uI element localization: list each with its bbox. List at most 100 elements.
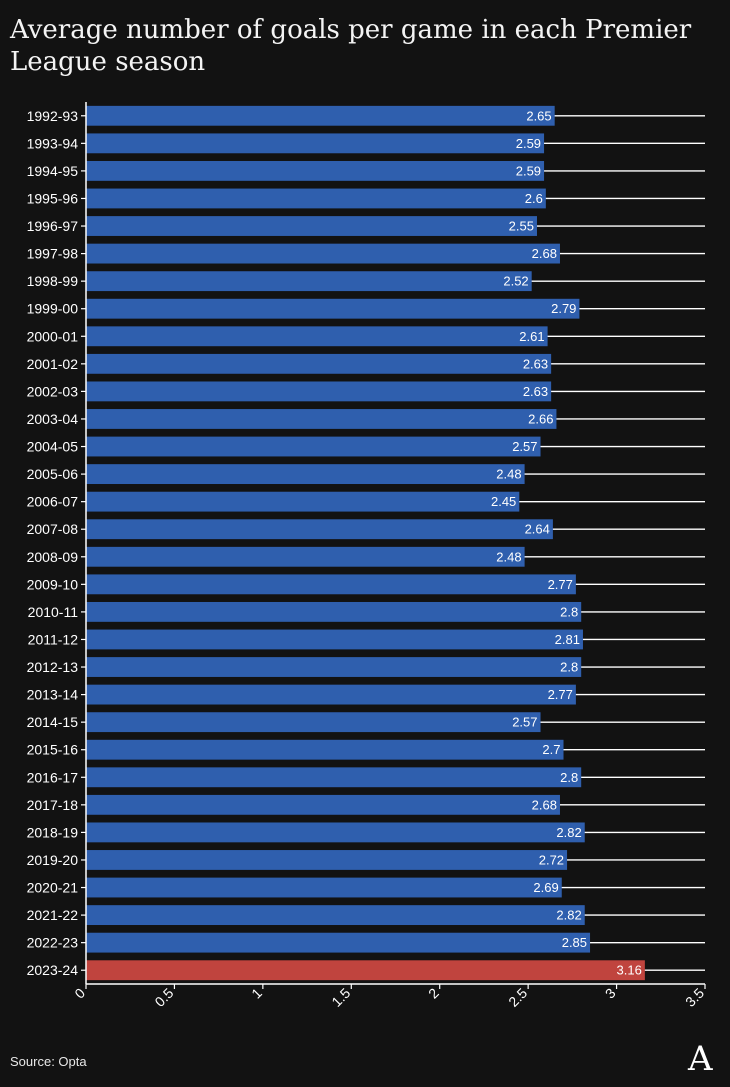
value-label: 2.63: [523, 384, 548, 399]
bar-2004-05: [86, 436, 541, 457]
chart-title: Average number of goals per game in each…: [10, 15, 692, 77]
value-label: 2.63: [523, 356, 548, 371]
x-tick-label: 0.5: [151, 985, 176, 1010]
bar-2011-12: [86, 629, 583, 650]
category-label: 2017-18: [27, 797, 79, 813]
category-label: 2013-14: [27, 687, 79, 703]
category-label: 1998-99: [27, 273, 79, 289]
value-label: 3.16: [617, 963, 642, 978]
value-label: 2.6: [525, 191, 543, 206]
value-label: 2.66: [528, 411, 553, 426]
category-label: 1997-98: [27, 246, 79, 262]
value-label: 2.57: [512, 715, 537, 730]
bar-2002-03: [86, 381, 552, 402]
value-label: 2.77: [548, 577, 573, 592]
category-label: 2011-12: [28, 631, 79, 647]
bar-2014-15: [86, 712, 541, 733]
bar-1999-00: [86, 298, 580, 319]
category-label: 2000-01: [27, 328, 79, 344]
value-label: 2.57: [512, 439, 537, 454]
value-label: 2.48: [496, 549, 521, 564]
category-label: 1996-97: [27, 218, 79, 234]
category-label: 2019-20: [27, 852, 79, 868]
bar-2003-04: [86, 409, 557, 429]
bars: [86, 105, 645, 981]
bar-1993-94: [86, 133, 545, 154]
value-label: 2.69: [533, 880, 558, 895]
bar-1997-98: [86, 243, 560, 264]
source-note: Source: Opta: [10, 1054, 87, 1069]
value-label: 2.82: [556, 908, 581, 923]
category-label: 1993-94: [27, 135, 79, 151]
value-label: 2.82: [556, 825, 581, 840]
value-label: 2.52: [503, 274, 528, 289]
bar-1996-97: [86, 216, 537, 236]
value-label: 2.79: [551, 301, 576, 316]
category-label: 2002-03: [27, 383, 79, 399]
bar-2021-22: [86, 905, 585, 926]
bar-1992-93: [86, 105, 555, 126]
category-label: 2010-11: [28, 604, 79, 620]
value-label: 2.55: [509, 219, 534, 234]
bar-1994-95: [86, 160, 545, 181]
category-label: 2006-07: [27, 494, 79, 510]
value-label: 2.8: [560, 660, 578, 675]
bar-2020-21: [86, 877, 562, 898]
value-label: 2.64: [525, 522, 550, 537]
bar-1995-96: [86, 188, 546, 209]
value-label: 2.72: [539, 852, 564, 867]
bar-2009-10: [86, 574, 576, 595]
category-label: 1992-93: [27, 108, 79, 124]
category-label: 2003-04: [27, 411, 79, 427]
value-label: 2.61: [519, 329, 544, 344]
value-label: 2.7: [542, 742, 560, 757]
category-label: 2023-24: [27, 962, 79, 978]
category-label: 2018-19: [27, 824, 79, 840]
value-label: 2.59: [516, 136, 541, 151]
bar-2005-06: [86, 464, 525, 485]
category-label: 2015-16: [27, 742, 79, 758]
bar-2015-16: [86, 739, 564, 760]
athletic-logo: A: [688, 1039, 713, 1079]
category-label: 2012-13: [27, 659, 79, 675]
value-label: 2.81: [555, 632, 580, 647]
category-labels: 1992-93 1993-94 1994-95 1995-96 1996-97 1997-…: [27, 108, 86, 978]
category-label: 2022-23: [27, 935, 79, 951]
value-label: 2.48: [496, 467, 521, 482]
value-label: 2.8: [560, 604, 578, 619]
category-label: 2016-17: [27, 769, 79, 785]
x-tick-label: 3.5: [682, 985, 707, 1010]
category-label: 1999-00: [27, 301, 79, 317]
value-label: 2.59: [516, 163, 541, 178]
value-label: 2.68: [532, 246, 557, 261]
bar-2012-13: [86, 657, 582, 677]
category-label: 2009-10: [27, 576, 79, 592]
category-label: 2021-22: [27, 907, 79, 923]
bar-2006-07: [86, 491, 520, 512]
bar-2007-08: [86, 519, 553, 540]
x-tick-label: 2.5: [505, 985, 530, 1010]
value-label: 2.8: [560, 770, 578, 785]
x-axis-ticks: 0 0.5 1 1.5 2 2.5 3 3.5: [71, 984, 707, 1010]
bar-2008-09: [86, 546, 525, 567]
bar-2000-01: [86, 326, 548, 347]
category-label: 2020-21: [27, 880, 79, 896]
category-label: 2014-15: [27, 714, 79, 730]
category-label: 1995-96: [27, 190, 79, 206]
bar-2023-24: [86, 960, 645, 981]
bar-2010-11: [86, 601, 582, 622]
bar-2017-18: [86, 794, 560, 815]
bar-2019-20: [86, 850, 568, 870]
value-label: 2.77: [548, 687, 573, 702]
category-label: 2001-02: [27, 356, 79, 372]
bar-2016-17: [86, 767, 582, 788]
bar-2001-02: [86, 353, 552, 374]
bar-1998-99: [86, 271, 532, 292]
value-label: 2.65: [526, 108, 551, 123]
category-label: 2004-05: [27, 439, 79, 455]
value-label: 2.85: [562, 935, 587, 950]
category-label: 2005-06: [27, 466, 79, 482]
category-label: 2008-09: [27, 549, 79, 565]
value-label: 2.68: [532, 797, 557, 812]
